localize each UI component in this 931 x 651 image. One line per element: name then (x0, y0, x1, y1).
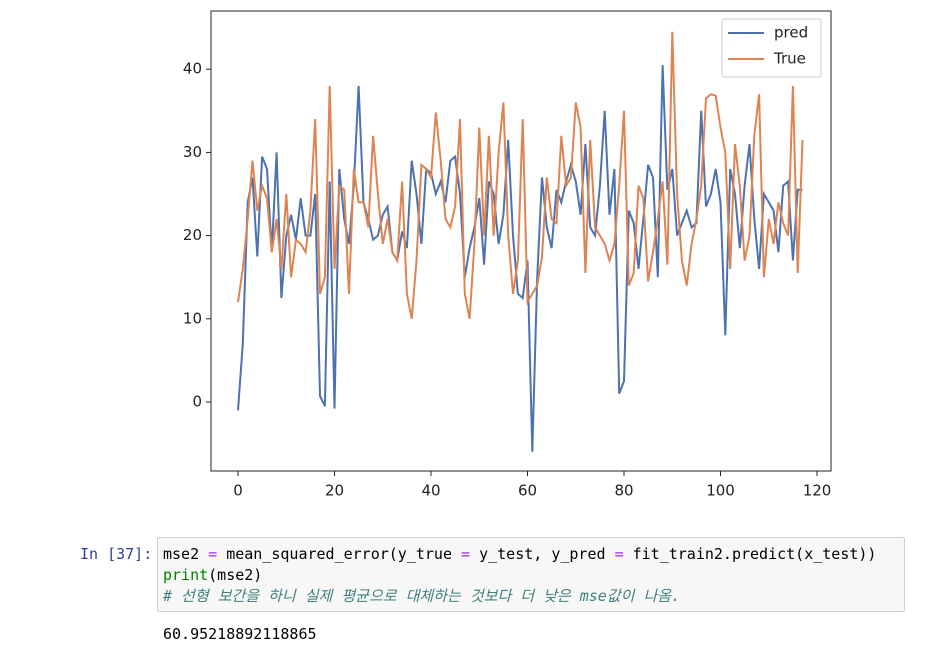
code-input[interactable]: mse2 = mean_squared_error(y_true = y_tes… (157, 537, 905, 612)
code-line: mse2 = mean_squared_error(y_true = y_tes… (163, 544, 899, 565)
x-tick-label: 120 (803, 482, 832, 500)
code-token: mean_squared_error(y_true (217, 545, 462, 563)
code-token: fit_train2.predict(x_test)) (623, 545, 877, 563)
x-tick-label: 80 (614, 482, 633, 500)
cell-output: 60.95218892118865 (163, 625, 317, 643)
y-tick-label: 40 (183, 60, 202, 78)
y-tick-label: 30 (183, 143, 202, 161)
code-token: mse2 (163, 545, 209, 563)
code-line: # 선형 보간을 하니 실제 평균으로 대체하는 것보다 더 낮은 mse값이 … (163, 586, 899, 607)
y-tick-label: 10 (183, 309, 202, 327)
series-line (237, 31, 804, 319)
code-line: print(mse2) (163, 565, 899, 586)
legend-label: True (773, 50, 806, 68)
plot-frame (210, 10, 832, 472)
code-token: = (461, 545, 471, 563)
code-token: = (614, 545, 624, 563)
x-tick-label: 60 (518, 482, 537, 500)
code-token: (mse2) (208, 566, 263, 584)
y-tick-label: 20 (183, 226, 202, 244)
legend-label: pred (774, 24, 808, 42)
cell-prompt: In [37]: (80, 545, 153, 563)
x-tick-label: 20 (325, 482, 344, 500)
x-tick-label: 100 (706, 482, 735, 500)
x-tick-label: 40 (421, 482, 440, 500)
series-line (237, 65, 803, 452)
code-token: print (163, 566, 209, 584)
y-tick-label: 0 (192, 392, 202, 410)
code-token: = (208, 545, 218, 563)
code-token: y_test, y_pred (470, 545, 615, 563)
x-tick-label: 0 (233, 482, 243, 500)
chart: 0 20 40 60 80 100 120 0 10 20 30 40 pred True (183, 10, 832, 500)
code-token: # 선형 보간을 하니 실제 평균으로 대체하는 것보다 더 낮은 mse값이 … (163, 587, 681, 605)
